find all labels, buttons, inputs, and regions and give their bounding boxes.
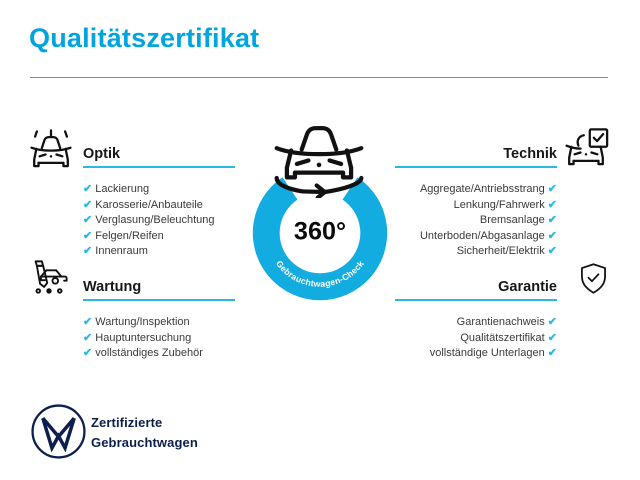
svg-text:360°: 360° <box>294 218 346 246</box>
